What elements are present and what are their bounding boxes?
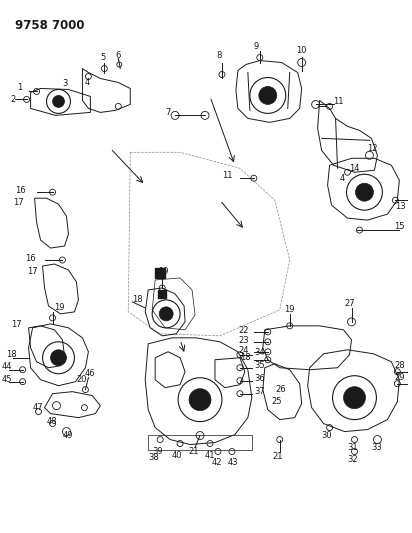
- Text: 34: 34: [254, 348, 265, 357]
- Text: 18: 18: [132, 295, 143, 304]
- Text: 33: 33: [372, 443, 382, 452]
- Text: 48: 48: [47, 417, 57, 426]
- Text: 35: 35: [254, 361, 265, 370]
- Circle shape: [189, 389, 211, 410]
- Text: 31: 31: [347, 443, 358, 452]
- Bar: [158, 290, 166, 298]
- Text: 21: 21: [273, 452, 283, 461]
- Text: 41: 41: [205, 451, 215, 460]
- Text: 27: 27: [344, 300, 355, 309]
- Text: 47: 47: [33, 403, 43, 412]
- Text: 36: 36: [254, 374, 265, 383]
- Text: 19: 19: [158, 268, 169, 277]
- Text: 42: 42: [212, 458, 222, 467]
- Text: 18: 18: [240, 353, 250, 362]
- Text: 45: 45: [2, 375, 12, 384]
- Text: 28: 28: [394, 361, 405, 370]
- Text: 19: 19: [284, 305, 294, 314]
- Text: 17: 17: [13, 198, 23, 207]
- Text: 30: 30: [322, 431, 332, 440]
- Text: 14: 14: [349, 164, 360, 173]
- Text: 4: 4: [339, 174, 345, 183]
- Text: 6: 6: [115, 51, 121, 60]
- Text: 39: 39: [152, 447, 163, 456]
- Circle shape: [52, 95, 65, 108]
- Text: 29: 29: [394, 373, 405, 382]
- Text: 43: 43: [228, 458, 239, 467]
- Text: 40: 40: [172, 451, 183, 460]
- Text: 44: 44: [2, 362, 12, 372]
- Text: 37: 37: [254, 387, 265, 396]
- Text: 26: 26: [276, 385, 286, 394]
- Text: 24: 24: [238, 346, 248, 356]
- Text: 17: 17: [27, 268, 37, 277]
- Text: 38: 38: [148, 453, 159, 462]
- Text: 22: 22: [238, 326, 248, 335]
- Text: 18: 18: [6, 350, 16, 359]
- Text: 23: 23: [238, 336, 248, 345]
- Text: 46: 46: [84, 369, 95, 378]
- Text: 10: 10: [296, 46, 306, 55]
- Text: 11: 11: [222, 171, 232, 180]
- Text: 12: 12: [368, 144, 378, 153]
- Text: 49: 49: [63, 431, 73, 440]
- Text: 5: 5: [101, 53, 105, 62]
- Text: 25: 25: [272, 397, 282, 406]
- Text: 13: 13: [396, 201, 406, 211]
- Circle shape: [356, 183, 373, 201]
- Circle shape: [259, 86, 277, 104]
- Bar: [155, 268, 165, 278]
- Text: 9758 7000: 9758 7000: [15, 19, 84, 31]
- Text: 4: 4: [84, 78, 90, 87]
- Text: 17: 17: [11, 320, 21, 329]
- Circle shape: [159, 307, 173, 321]
- Text: 7: 7: [165, 108, 171, 117]
- Text: 16: 16: [25, 254, 35, 263]
- Text: 19: 19: [54, 303, 65, 312]
- Text: 8: 8: [216, 51, 221, 60]
- Text: 1: 1: [16, 83, 22, 92]
- Circle shape: [344, 386, 365, 409]
- Circle shape: [51, 350, 66, 366]
- Text: 16: 16: [15, 185, 25, 195]
- Text: 15: 15: [394, 222, 405, 231]
- Text: 11: 11: [334, 97, 344, 106]
- Text: 20: 20: [77, 375, 87, 384]
- Text: 9: 9: [254, 42, 259, 51]
- Text: 2: 2: [11, 95, 16, 104]
- Text: 32: 32: [347, 455, 358, 464]
- Text: 21: 21: [188, 447, 199, 456]
- Text: 3: 3: [63, 79, 68, 88]
